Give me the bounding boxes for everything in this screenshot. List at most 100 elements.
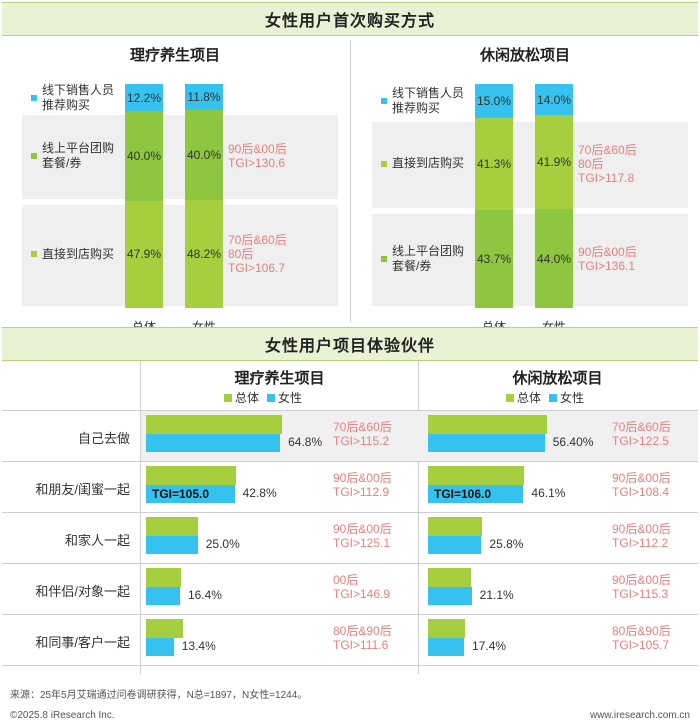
segment-band bbox=[372, 214, 688, 306]
tgi-line: 70后&60后 bbox=[228, 233, 287, 248]
overall-bar bbox=[146, 466, 237, 485]
tgi-line: 80后&90后 bbox=[333, 624, 392, 638]
tgi-line: 70后&60后 bbox=[612, 420, 671, 434]
tgi-line: TGI>122.5 bbox=[612, 434, 670, 448]
tgi-note: 90后&00后 TGI>112.9 bbox=[333, 471, 392, 499]
overall-bar bbox=[428, 517, 482, 536]
female-bar bbox=[428, 485, 524, 503]
female-bar bbox=[146, 638, 174, 656]
top-divider bbox=[350, 40, 351, 322]
segment-label: 线上平台团购 套餐/券 bbox=[31, 141, 115, 171]
female-bar bbox=[146, 536, 198, 554]
female-value-label: 42.8% bbox=[242, 486, 277, 500]
stacked-bar-segment: 12.2% bbox=[125, 84, 163, 112]
female-value-label: 56.40% bbox=[552, 435, 594, 449]
stacked-bar-segment: 40.0% bbox=[125, 111, 163, 201]
footer-site: www.iresearch.com.cn bbox=[589, 710, 690, 721]
stacked-bar-segment: 43.7% bbox=[475, 210, 513, 308]
tgi-line: 90后&00后 bbox=[228, 142, 287, 157]
tgi-line: TGI>105.7 bbox=[612, 638, 670, 652]
segment-label-line: 推荐购买 bbox=[392, 100, 441, 115]
tgi-line: 90后&00后 bbox=[333, 522, 392, 536]
bottom-section-title: 女性用户项目体验伙伴 bbox=[264, 338, 435, 355]
tgi-line: 90后&00后 bbox=[612, 573, 671, 587]
in-bar-tgi-label: TGI=106.0 bbox=[434, 487, 492, 501]
female-bar bbox=[428, 587, 472, 605]
overall-bar bbox=[428, 568, 472, 587]
tgi-line: 70后&60后 bbox=[578, 142, 637, 157]
tgi-line: 90后&00后 bbox=[333, 471, 392, 485]
female-value-label: 17.4% bbox=[472, 639, 507, 653]
label-column-divider bbox=[140, 361, 141, 674]
segment-label: 直接到店购买 bbox=[381, 156, 464, 171]
female-bar bbox=[428, 638, 465, 656]
bottom-section-header: 女性用户项目体验伙伴 bbox=[2, 327, 698, 361]
tgi-note: 90后&00后 TGI>130.6 bbox=[228, 142, 287, 170]
tgi-line: 80后&90后 bbox=[612, 624, 671, 638]
tgi-note: 70后&60后 TGI>122.5 bbox=[612, 420, 671, 448]
segment-label-line: 线上平台团购 bbox=[42, 141, 115, 156]
bar-value-label: 44.0% bbox=[536, 251, 572, 266]
tgi-line: TGI>108.4 bbox=[612, 485, 670, 499]
segment-label: 直接到店购买 bbox=[31, 247, 114, 262]
tgi-line: TGI>146.9 bbox=[333, 587, 391, 601]
tgi-note: 80后&90后 TGI>111.6 bbox=[333, 624, 392, 652]
row-label: 和同事/客户一起 bbox=[35, 634, 130, 650]
stacked-chart-leisure: 休闲放松项目线下销售人员 推荐购买直接到店购买 70后&60后 80后 TGI>117.… bbox=[350, 36, 700, 334]
row-divider bbox=[2, 461, 698, 462]
tgi-line: TGI>106.7 bbox=[228, 261, 286, 276]
tgi-note: 90后&00后 TGI>108.4 bbox=[612, 471, 671, 499]
tgi-line: TGI>115.3 bbox=[612, 587, 669, 601]
tgi-line: TGI>125.1 bbox=[333, 536, 391, 550]
tgi-line: TGI>130.6 bbox=[228, 156, 286, 171]
top-section-title: 女性用户首次购买方式 bbox=[264, 13, 435, 30]
stacked-bar-segment: 40.0% bbox=[185, 110, 223, 201]
tgi-line: TGI>111.6 bbox=[333, 638, 389, 652]
tgi-note: 90后&00后 TGI>115.3 bbox=[612, 573, 671, 601]
legend-label: 总体 bbox=[517, 391, 542, 405]
stacked-bar-segment: 44.0% bbox=[535, 209, 573, 308]
top-section-header: 女性用户首次购买方式 bbox=[2, 2, 698, 36]
tgi-line: 80后 bbox=[228, 247, 254, 262]
stacked-bar-segment: 11.8% bbox=[185, 84, 223, 111]
row-label: 和朋友/闺蜜一起 bbox=[35, 481, 130, 497]
row-label: 自己去做 bbox=[77, 430, 130, 446]
segment-label-line: 套餐/券 bbox=[392, 259, 432, 274]
segment-label-line: 套餐/券 bbox=[42, 156, 82, 171]
female-bar bbox=[146, 434, 281, 452]
overall-bar bbox=[146, 619, 184, 638]
overall-bar bbox=[146, 415, 282, 434]
segment-label: 线下销售人员 推荐购买 bbox=[381, 86, 464, 116]
stacked-bar-segment: 47.9% bbox=[125, 200, 163, 308]
tgi-line: 80后 bbox=[578, 156, 604, 171]
tgi-line: 90后&00后 bbox=[612, 522, 671, 536]
female-value-label: 46.1% bbox=[531, 486, 566, 500]
female-value-label: 25.0% bbox=[205, 537, 240, 551]
bar-value-label: 11.8% bbox=[187, 90, 221, 105]
overall-bar bbox=[146, 517, 198, 536]
footer-copyright: ©2025.8 iResearch Inc. bbox=[10, 710, 115, 721]
bar-value-label: 48.2% bbox=[186, 247, 222, 261]
female-value-label: 13.4% bbox=[181, 639, 216, 653]
segment-band bbox=[372, 121, 688, 209]
stacked-bar-segment: 14.0% bbox=[535, 84, 573, 116]
tgi-line: TGI>117.8 bbox=[578, 170, 635, 185]
chart-legend: 总体 女性 bbox=[506, 389, 592, 406]
row-divider bbox=[2, 563, 698, 564]
legend-square-icon bbox=[549, 393, 558, 402]
tgi-note: 00后 TGI>146.9 bbox=[333, 573, 390, 601]
legend-square-icon bbox=[381, 256, 387, 263]
panel-title: 休闲放松项目 bbox=[479, 47, 570, 64]
legend-square-icon bbox=[224, 393, 232, 402]
tgi-note: 90后&00后 TGI>136.1 bbox=[578, 245, 637, 273]
legend-item: 总体 bbox=[506, 389, 541, 406]
stacked-bar-segment: 41.9% bbox=[535, 115, 573, 210]
stacked-bar-segment: 48.2% bbox=[185, 200, 223, 308]
segment-label-line: 线下销售人员 bbox=[42, 82, 115, 97]
tgi-line: TGI>115.2 bbox=[333, 434, 390, 448]
tgi-line: 70后&60后 bbox=[333, 420, 392, 434]
legend-square-icon bbox=[381, 160, 387, 167]
female-value-label: 21.1% bbox=[479, 588, 514, 602]
tgi-note: 90后&00后 TGI>112.2 bbox=[612, 522, 671, 550]
overall-bar bbox=[428, 619, 466, 638]
